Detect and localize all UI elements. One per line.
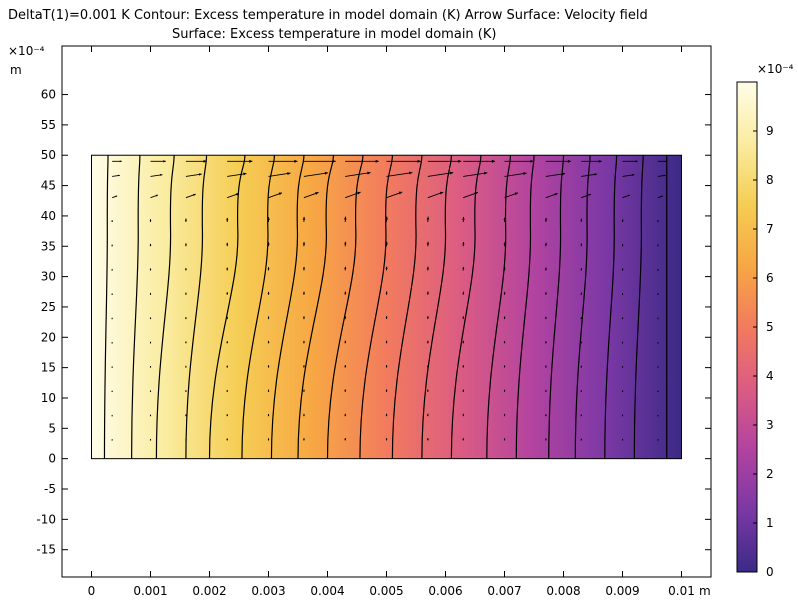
y-tick-label: 55 (41, 118, 56, 132)
x-tick-label: 0.006 (428, 584, 462, 598)
x-tick-label: 0.009 (605, 584, 639, 598)
colorbar-tick-label: 1 (766, 516, 774, 530)
x-tick-label: 0.003 (251, 584, 285, 598)
y-tick-label: 30 (41, 270, 56, 284)
x-tick-label: 0.008 (546, 584, 580, 598)
x-tick-label: 0.007 (487, 584, 521, 598)
x-axis-unit: m (699, 584, 711, 598)
y-tick-label: -10 (36, 512, 56, 526)
y-tick-label: 5 (48, 421, 56, 435)
y-axis-unit: m (10, 63, 22, 77)
y-tick-label: 35 (41, 239, 56, 253)
y-tick-label: 20 (41, 330, 56, 344)
colorbar: 0 1 2 3 4 5 6 7 8 9 (737, 82, 774, 579)
y-tick-label: 40 (41, 209, 56, 223)
x-tick-label: 0 (88, 584, 96, 598)
colorbar-exponent: ×10⁻⁴ (757, 62, 794, 76)
y-tick-label: 50 (41, 148, 56, 162)
colorbar-tick-label: 8 (766, 173, 774, 187)
plot-title-line-1: DeltaT(1)=0.001 K Contour: Excess temper… (8, 8, 648, 23)
y-tick-label: 15 (41, 361, 56, 375)
y-axis-exponent: ×10⁻⁴ (8, 44, 45, 58)
colorbar-tick-label: 3 (766, 418, 774, 432)
x-tick-label: 0.004 (310, 584, 344, 598)
y-tick-label: -15 (36, 543, 56, 557)
y-tick-label: -5 (44, 482, 56, 496)
colorbar-tick-label: 4 (766, 369, 774, 383)
y-tick-label: 0 (48, 452, 56, 466)
x-tick-label: 0.002 (192, 584, 226, 598)
y-tick-label: 45 (41, 179, 56, 193)
y-tick-label: 10 (41, 391, 56, 405)
colorbar-tick-label: 9 (766, 124, 774, 138)
y-tick-label: 25 (41, 300, 56, 314)
colorbar-tick-label: 7 (766, 222, 774, 236)
x-tick-label: 0.001 (133, 584, 167, 598)
x-tick-label: 0.01 (668, 584, 695, 598)
x-tick-label: 0.005 (369, 584, 403, 598)
y-tick-label: 60 (41, 88, 56, 102)
plot-title-line-2: Surface: Excess temperature in model dom… (172, 27, 496, 42)
colorbar-tick-label: 6 (766, 271, 774, 285)
colorbar-tick-label: 2 (766, 467, 774, 481)
colorbar-tick-label: 0 (766, 565, 774, 579)
colorbar-tick-label: 5 (766, 320, 774, 334)
